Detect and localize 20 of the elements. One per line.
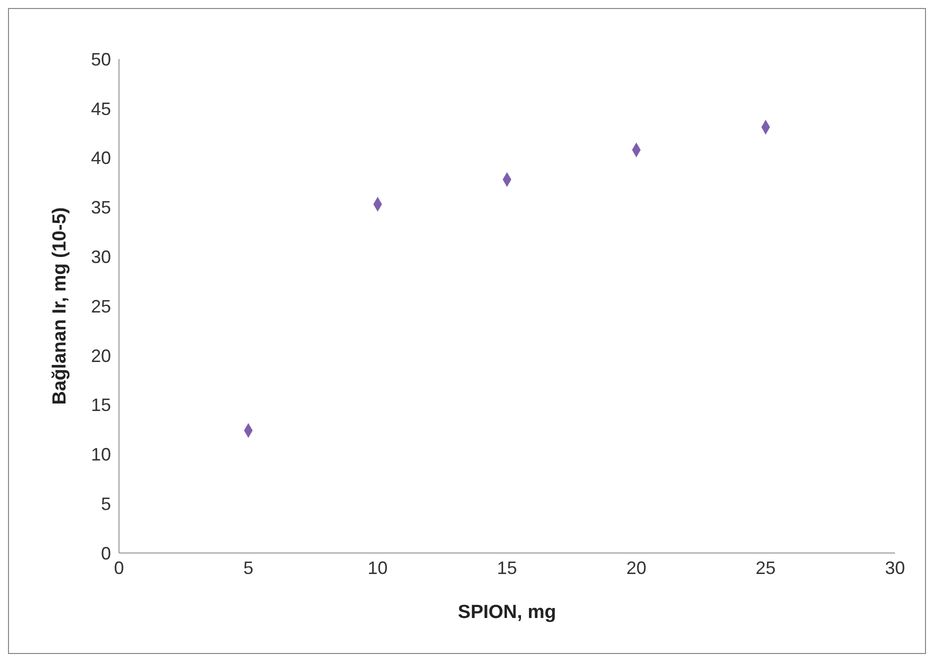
y-tick-label: 5 [100,494,111,514]
y-tick-label: 15 [90,395,111,416]
y-tick-label: 10 [90,444,111,465]
x-tick-label: 15 [496,558,518,578]
y-axis-title: Bağlanan Ir, mg (10-5) [50,207,71,405]
x-tick-label: 25 [756,558,776,578]
y-tick-label: 40 [90,148,111,168]
x-tick-label: 10 [368,558,388,578]
x-tick-label: 30 [884,558,906,578]
x-axis-title: SPION, mg [458,602,556,623]
y-tick-label: 20 [90,346,111,366]
x-tick-label: 0 [114,558,124,578]
x-tick-label: 20 [626,558,646,578]
y-tick-label: 30 [90,246,111,267]
x-tick-label: 5 [243,558,254,578]
y-tick-label: 0 [100,543,111,564]
y-tick-label: 45 [90,98,111,119]
y-tick-label: 50 [90,49,111,70]
y-tick-label: 25 [90,296,111,316]
y-tick-label: 35 [90,198,111,218]
